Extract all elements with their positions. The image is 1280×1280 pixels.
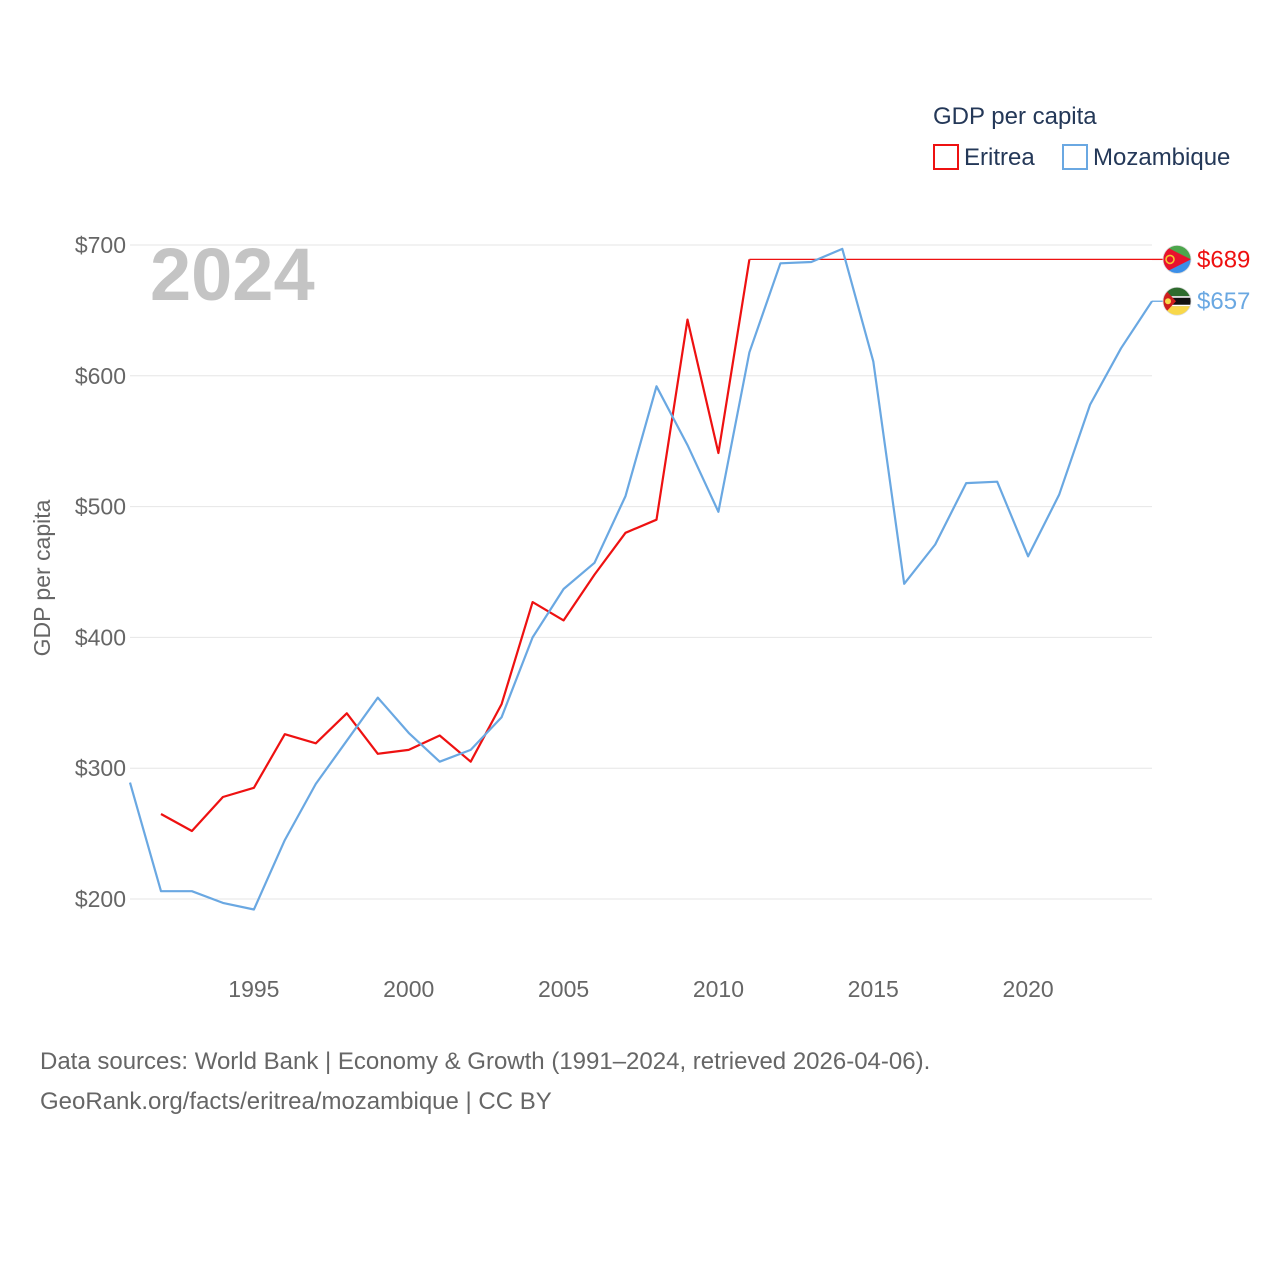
end-label-mozambique: $657 (1197, 288, 1250, 315)
end-labels: $689 $657 (1152, 244, 1250, 316)
y-tick-label: $500 (75, 494, 126, 520)
x-tick-label: 2000 (383, 976, 434, 1002)
gridlines (130, 244, 1152, 900)
legend-title: GDP per capita (933, 103, 1097, 130)
y-tick-label: $400 (75, 624, 126, 650)
series-line-eritrea (160, 259, 751, 833)
eritrea-flag-icon (1162, 244, 1192, 274)
series-line-mozambique (128, 247, 1153, 911)
legend-label-mozambique: Mozambique (1093, 144, 1230, 171)
y-axis-title: GDP per capita (29, 499, 55, 656)
legend: GDP per capita Eritrea Mozambique (933, 103, 1230, 171)
x-tick-label: 2010 (693, 976, 744, 1002)
x-tick-label: 2020 (1003, 976, 1054, 1002)
x-tick-label: 1995 (228, 976, 279, 1002)
legend-label-eritrea: Eritrea (964, 144, 1035, 171)
source-note: Data sources: World Bank | Economy & Gro… (40, 1042, 1240, 1122)
year-label: 2024 (150, 233, 315, 316)
x-axis-ticks: 1995 2000 2005 2010 2015 2020 (228, 976, 1053, 1002)
legend-swatch-mozambique (1062, 144, 1088, 170)
source-line-2[interactable]: GeoRank.org/facts/eritrea/mozambique | C… (40, 1088, 552, 1115)
end-label-eritrea: $689 (1197, 246, 1250, 273)
series-lines (128, 247, 1153, 911)
y-tick-label: $600 (75, 363, 126, 389)
legend-swatch-eritrea (933, 144, 959, 170)
y-axis-ticks: $200 $300 $400 $500 $600 $700 (75, 232, 126, 912)
x-tick-label: 2005 (538, 976, 589, 1002)
x-tick-label: 2015 (848, 976, 899, 1002)
y-tick-label: $700 (75, 232, 126, 258)
mozambique-flag-icon (1162, 286, 1192, 316)
source-line-1: Data sources: World Bank | Economy & Gro… (40, 1048, 931, 1075)
y-tick-label: $200 (75, 886, 126, 912)
y-tick-label: $300 (75, 755, 126, 781)
